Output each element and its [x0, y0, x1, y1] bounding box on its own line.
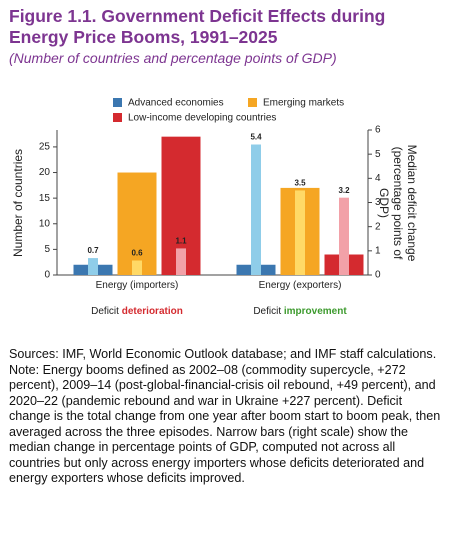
x-tick-label: Energy (exporters): [258, 280, 342, 291]
y-tick-label: 15: [39, 193, 51, 204]
y2-tick-label: 2: [375, 221, 381, 232]
y2-tick-label: 5: [375, 149, 381, 160]
y-tick-label: 0: [44, 270, 50, 281]
median-bar: [339, 197, 349, 275]
legend-label: Low-income developing countries: [128, 113, 276, 124]
x-tick-note-prefix: Deficit: [253, 306, 282, 317]
median-bar: [176, 248, 186, 275]
value-label: 5.4: [250, 133, 262, 142]
value-label: 3.5: [294, 179, 306, 188]
y-tick-label: 20: [39, 167, 51, 178]
y2-axis-title: Median deficit change (percentage points…: [377, 144, 419, 262]
value-label: 3.2: [338, 186, 350, 195]
x-tick-label: Energy (importers): [95, 280, 179, 291]
y2-tick-label: 0: [375, 270, 381, 281]
value-label: 0.7: [87, 246, 99, 255]
x-tick-note-emphasis: improvement: [283, 306, 347, 317]
legend-label: Advanced economies: [128, 98, 224, 109]
median-bar: [251, 144, 261, 275]
legend-swatch: [113, 113, 122, 122]
y-tick-label: 25: [39, 142, 51, 153]
value-label: 1.1: [175, 237, 187, 246]
y-axis-title: Number of countries: [11, 149, 25, 257]
x-tick-note: Deficit improvement: [220, 306, 380, 317]
legend-swatch: [113, 98, 122, 107]
legend-label: Emerging markets: [263, 98, 344, 109]
median-bar: [88, 258, 98, 275]
y2-tick-label: 1: [375, 245, 381, 256]
chart: Number of countries 0 5 10 15 20 25 0 1 2 3 4 5 6 Adv…: [11, 98, 381, 281]
y2-tick-label: 6: [375, 125, 381, 136]
y-tick-label: 10: [39, 218, 51, 229]
y2-tick-label: 3: [375, 197, 381, 208]
median-bar: [295, 190, 305, 275]
notes: Sources: IMF, World Economic Outlook dat…: [9, 347, 441, 487]
bar: [117, 172, 157, 275]
x-tick-note-emphasis: deterioration: [121, 306, 183, 317]
legend-swatch: [248, 98, 257, 107]
y-tick-label: 5: [44, 244, 50, 255]
value-label: 0.6: [131, 249, 143, 258]
note: Note: Energy booms defined as 2002–08 (c…: [9, 362, 441, 486]
x-tick-note-prefix: Deficit: [91, 306, 119, 317]
chart-title: Figure 1.1. Government Deficit Effects d…: [9, 6, 386, 47]
chart-subtitle: (Number of countries and percentage poin…: [9, 50, 337, 66]
y2-tick-label: 4: [375, 173, 381, 184]
sources: Sources: IMF, World Economic Outlook dat…: [9, 347, 437, 361]
x-tick-note: Deficit deterioration: [57, 306, 217, 317]
median-bar: [132, 260, 142, 275]
